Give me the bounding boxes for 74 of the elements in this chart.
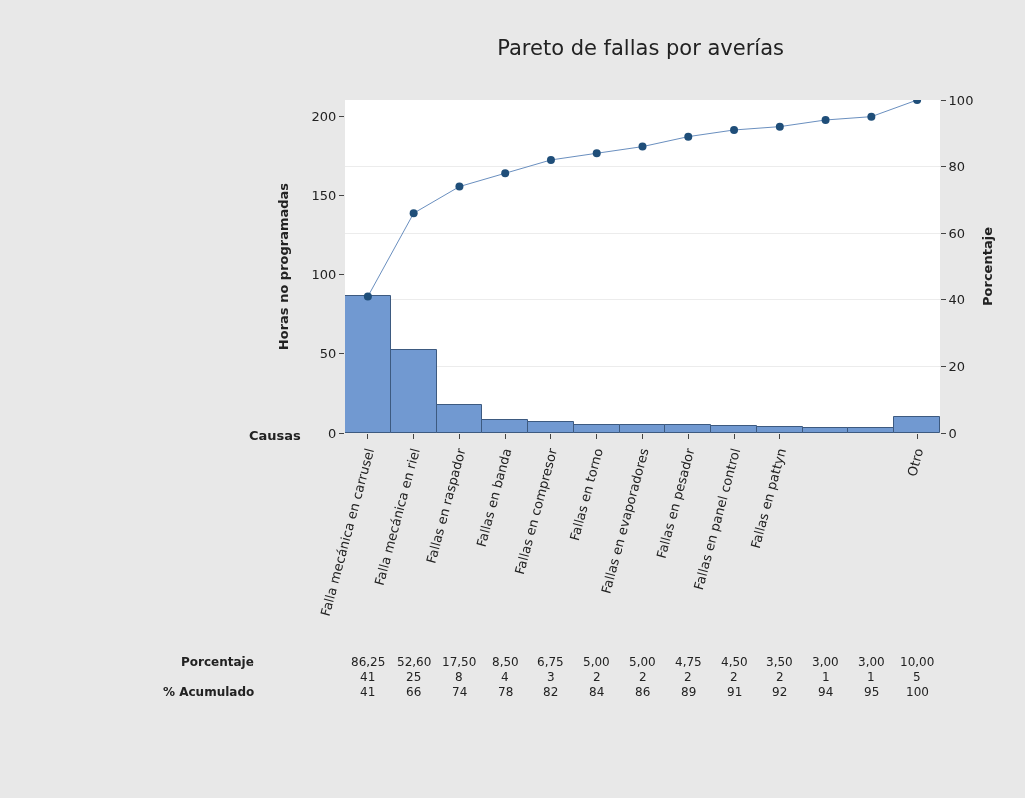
- data-label: 84: [589, 685, 605, 699]
- data-label: 95: [864, 685, 880, 699]
- data-label: 82: [543, 685, 559, 699]
- x-tick-label: Fallas en pesador: [653, 446, 698, 560]
- y2-tick-label: 0: [948, 425, 957, 441]
- x-tick-label: Fallas en torno: [566, 446, 606, 543]
- y2-tick-label: 60: [948, 225, 966, 241]
- data-label: 4,75: [675, 655, 702, 669]
- data-label: 8,50: [492, 655, 519, 669]
- data-label: 100: [906, 685, 929, 699]
- data-label: 3,00: [858, 655, 885, 669]
- text: 2: [776, 670, 784, 684]
- point: [501, 169, 510, 178]
- data-label: 91: [727, 685, 743, 699]
- y-tick-label: 200: [311, 108, 337, 124]
- point: [592, 149, 601, 158]
- point: [455, 182, 464, 191]
- y-tick-label: 100: [311, 267, 337, 283]
- y-tick-label: 150: [311, 188, 337, 204]
- data-label: 17,50: [442, 655, 477, 669]
- text: Porcentaje: [181, 655, 254, 669]
- data-label: 78: [498, 685, 514, 699]
- data-label: 5,00: [583, 655, 610, 669]
- text: 4: [501, 670, 509, 684]
- point: [638, 142, 647, 151]
- y2-tick-label: 40: [948, 292, 966, 308]
- text: 2: [684, 670, 692, 684]
- data-label: 6,75: [537, 655, 564, 669]
- text: 2: [639, 670, 647, 684]
- text: 1: [822, 670, 830, 684]
- data-label: 89: [681, 685, 697, 699]
- data-label: 3,50: [766, 655, 793, 669]
- chart-title: Pareto de fallas por averías: [497, 35, 785, 60]
- data-label: 52,60: [397, 655, 432, 669]
- y2-axis-title: Porcentaje: [980, 226, 996, 306]
- data-label: 86: [635, 685, 651, 699]
- text: 3: [547, 670, 555, 684]
- point: [867, 112, 876, 121]
- point: [821, 115, 830, 124]
- text: 8: [455, 670, 463, 684]
- x-tick-label: Fallas en pattyn: [747, 446, 789, 551]
- x-tick-label: Fallas en raspador: [423, 446, 469, 566]
- data-label: 41: [360, 685, 376, 699]
- text: 1: [867, 670, 875, 684]
- data-label: 3,00: [812, 655, 839, 669]
- point: [363, 292, 372, 301]
- point: [409, 209, 418, 218]
- data-label: 86,25: [351, 655, 386, 669]
- text: 5: [913, 670, 921, 684]
- data-label: 74: [452, 685, 468, 699]
- y2-tick-label: 80: [948, 159, 966, 175]
- text: 25: [406, 670, 422, 684]
- data-label: 10,00: [900, 655, 935, 669]
- y-tick-label: 0: [328, 425, 337, 441]
- data-label: 5,00: [629, 655, 656, 669]
- data-label: 92: [772, 685, 788, 699]
- point: [684, 132, 693, 141]
- x-axis-title: Causas: [249, 428, 302, 443]
- text: 41: [360, 670, 376, 684]
- data-label: 4,50: [721, 655, 748, 669]
- x-tick-label: Fallas en banda: [473, 446, 515, 549]
- point: [730, 125, 739, 134]
- text: 2: [593, 670, 601, 684]
- data-label: 94: [818, 685, 834, 699]
- y2-tick-label: 100: [948, 92, 974, 108]
- x-tick-label: Otro: [904, 446, 927, 478]
- data-label: 66: [406, 685, 422, 699]
- y-tick-label: 50: [319, 346, 337, 362]
- point: [546, 155, 555, 164]
- point: [775, 122, 784, 131]
- y-axis-title: Horas no programadas: [275, 182, 291, 351]
- text: 2: [730, 670, 738, 684]
- text: % Acumulado: [163, 685, 255, 699]
- y2-tick-label: 20: [948, 358, 966, 374]
